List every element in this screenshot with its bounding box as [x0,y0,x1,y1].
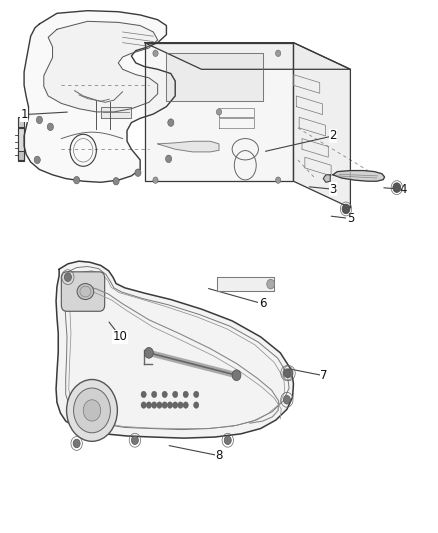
Circle shape [141,391,146,398]
Circle shape [168,119,174,126]
Circle shape [67,379,117,441]
Circle shape [157,402,162,408]
Circle shape [178,402,183,408]
Polygon shape [166,53,263,101]
Polygon shape [101,107,131,118]
Text: 8: 8 [215,449,223,462]
Polygon shape [217,277,274,291]
Circle shape [141,402,146,408]
Circle shape [146,402,152,408]
Polygon shape [158,141,219,152]
FancyBboxPatch shape [61,272,105,311]
Circle shape [34,156,40,164]
Circle shape [153,177,158,183]
Circle shape [74,176,80,184]
Text: 5: 5 [347,212,354,225]
Circle shape [183,402,188,408]
Polygon shape [18,128,24,160]
Polygon shape [44,21,158,112]
Circle shape [162,391,167,398]
Circle shape [286,369,293,377]
Circle shape [73,439,80,448]
Circle shape [173,402,178,408]
Circle shape [113,177,119,185]
Circle shape [283,395,290,404]
Polygon shape [145,43,293,181]
Circle shape [342,204,350,214]
Circle shape [131,436,138,445]
Text: 2: 2 [329,130,337,142]
Circle shape [267,279,275,289]
Text: 6: 6 [259,297,267,310]
Circle shape [153,50,158,56]
Text: 7: 7 [320,369,328,382]
Polygon shape [56,261,293,438]
Text: 1: 1 [20,108,28,121]
Polygon shape [18,151,24,161]
Text: 4: 4 [399,183,407,196]
Polygon shape [293,43,350,208]
Circle shape [47,123,53,131]
Circle shape [276,50,281,56]
Circle shape [393,183,401,192]
Circle shape [152,391,157,398]
Polygon shape [18,117,24,127]
Circle shape [145,348,153,358]
Polygon shape [323,175,330,182]
Text: 3: 3 [329,183,336,196]
Polygon shape [24,11,175,182]
Circle shape [64,273,71,281]
Circle shape [194,391,199,398]
Circle shape [232,370,241,381]
Circle shape [36,116,42,124]
Circle shape [216,109,222,115]
Polygon shape [145,43,350,69]
Circle shape [135,169,141,176]
Circle shape [152,402,157,408]
Circle shape [167,402,173,408]
Circle shape [83,400,101,421]
Circle shape [74,388,110,433]
Polygon shape [333,171,385,181]
Circle shape [173,391,178,398]
Circle shape [224,436,231,445]
Circle shape [194,402,199,408]
Ellipse shape [77,284,94,300]
Text: 10: 10 [113,330,128,343]
Circle shape [166,155,172,163]
Circle shape [162,402,167,408]
Circle shape [183,391,188,398]
Circle shape [276,177,281,183]
Circle shape [283,369,290,377]
